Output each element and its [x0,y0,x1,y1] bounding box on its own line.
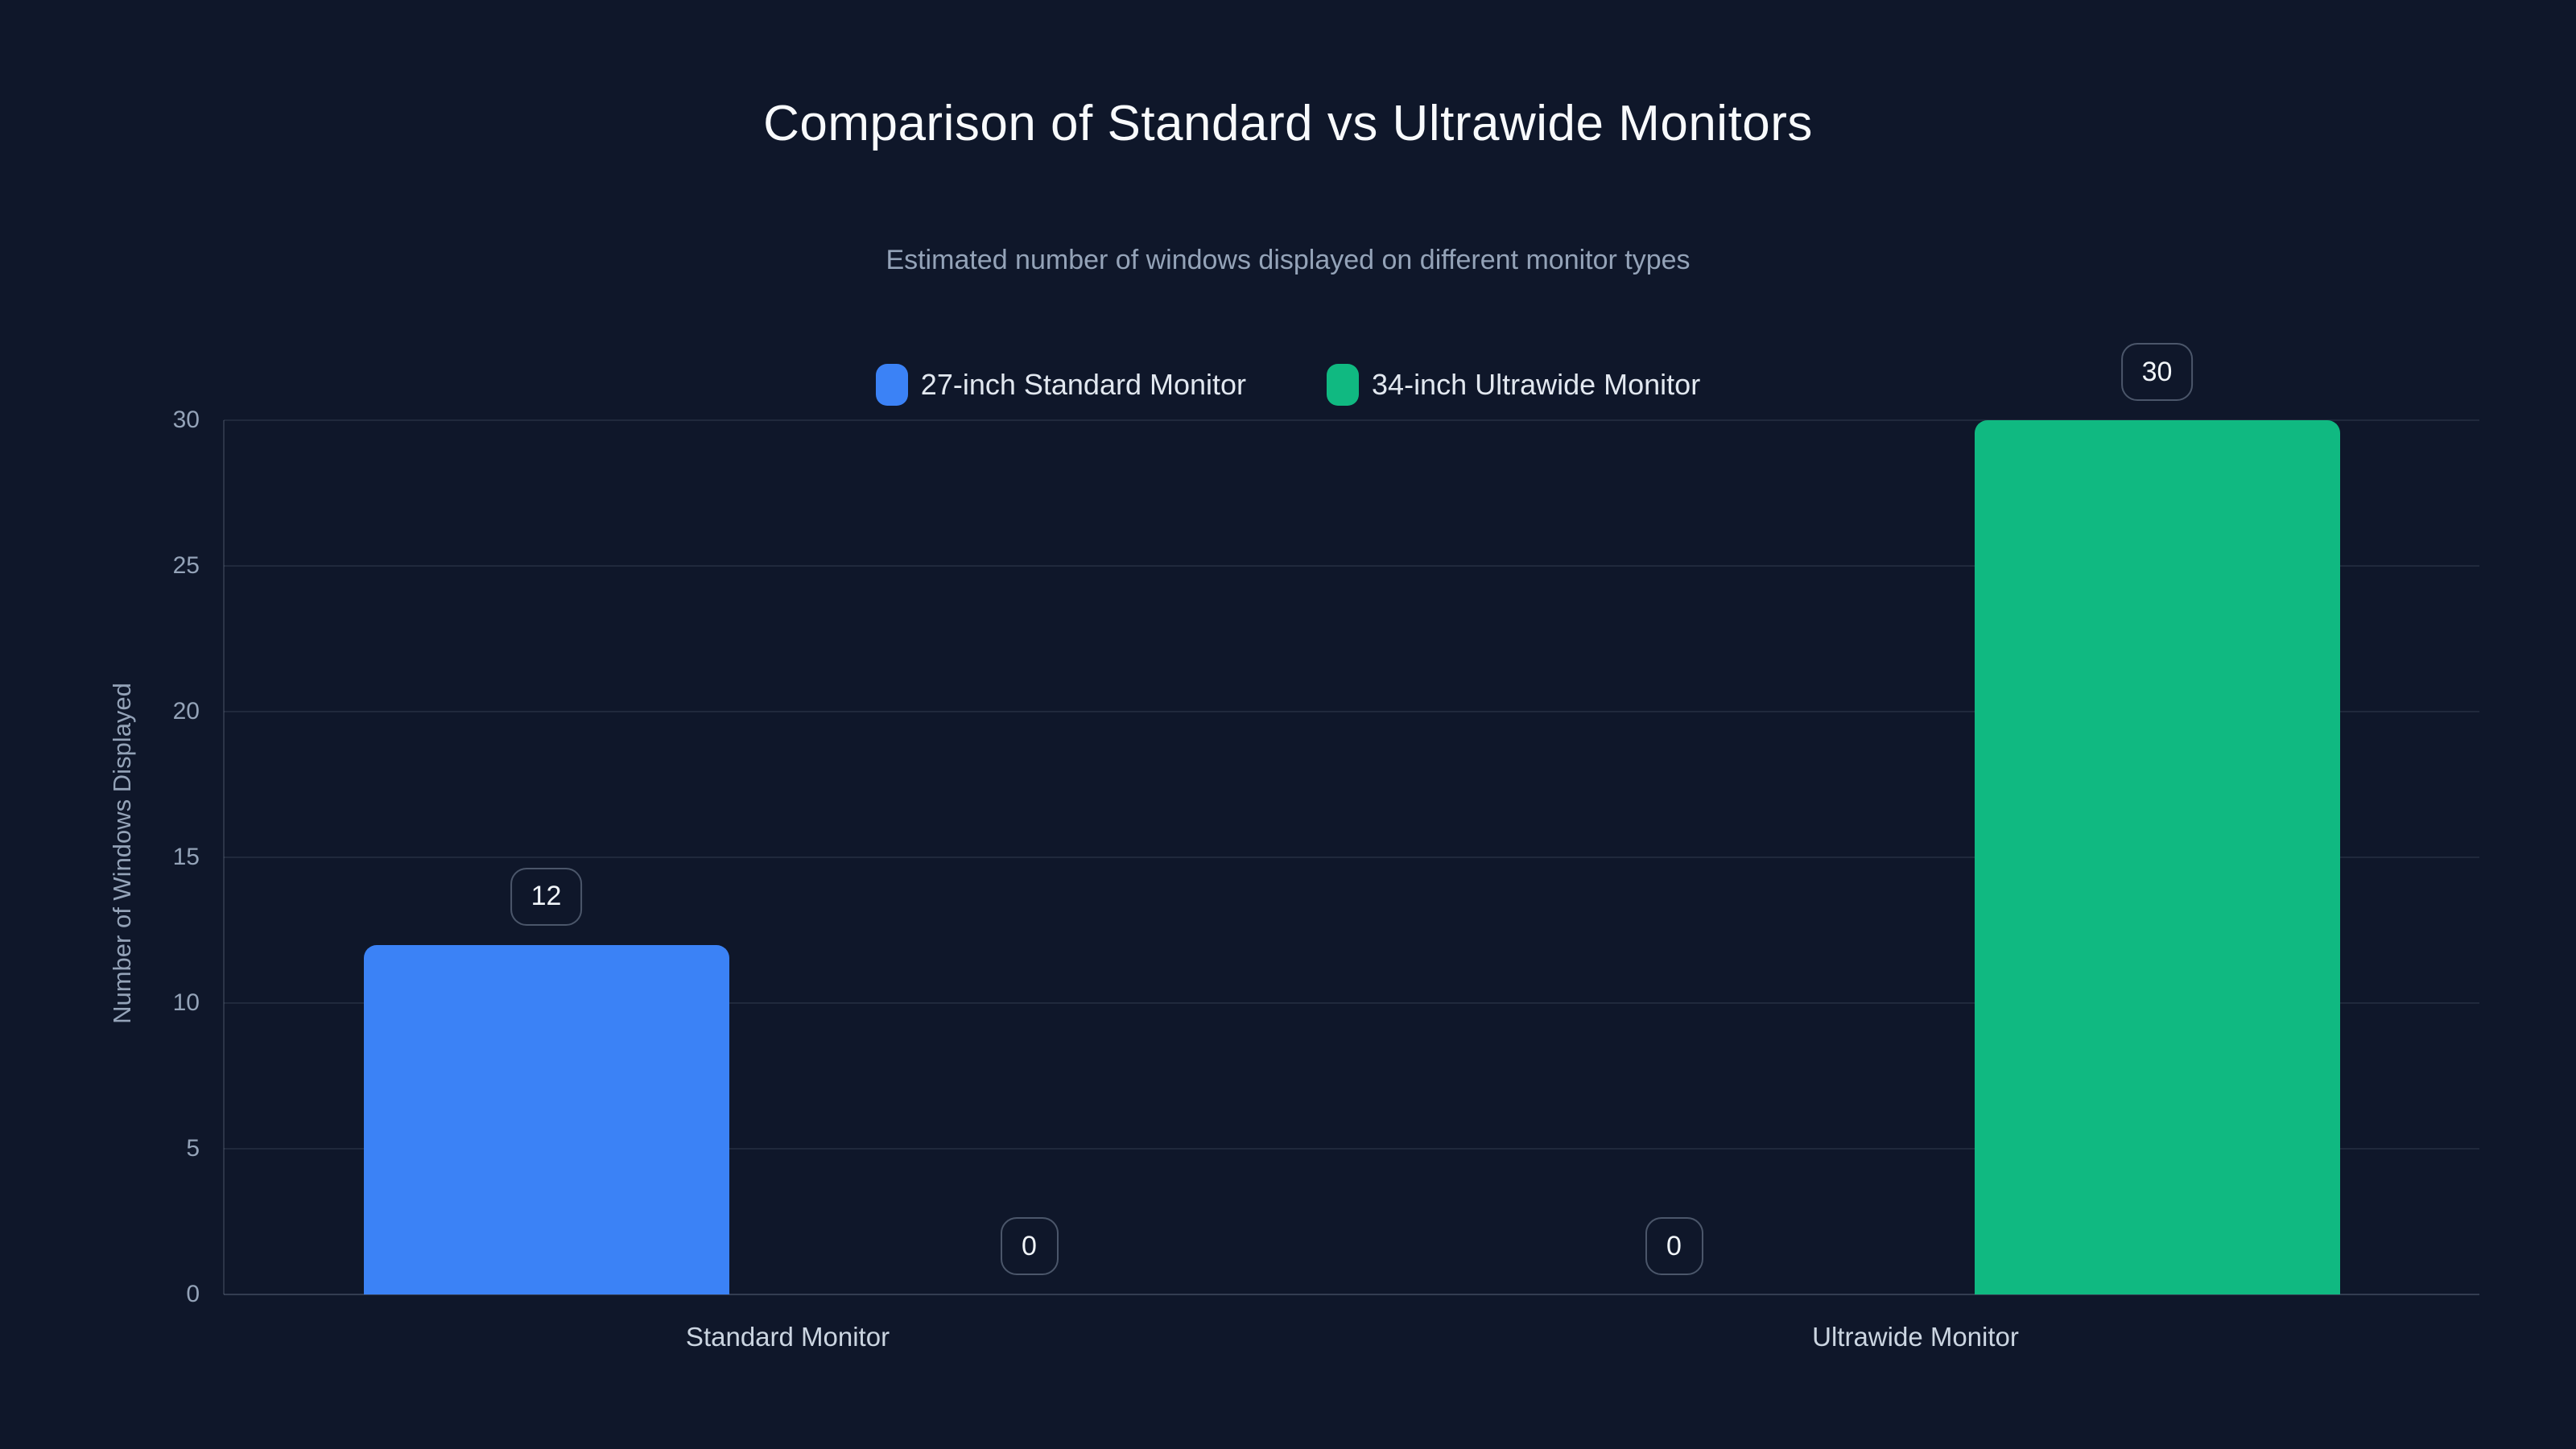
value-label-ultrawide-monitor-34-inch-ultrawide-monitor: 30 [2120,343,2194,401]
legend-label: 34-inch Ultrawide Monitor [1372,368,1701,401]
gridline-y-10 [224,1002,2479,1004]
gridline-y-20 [224,711,2479,712]
gridline-y-5 [224,1148,2479,1150]
legend: 27-inch Standard Monitor 34-inch Ultrawid… [0,364,2576,406]
y-tick-label-25: 25 [172,552,200,579]
gridline-y-30 [224,419,2479,421]
y-tick-label-20: 20 [172,698,200,724]
x-axis-label-ultrawide-monitor: Ultrawide Monitor [1812,1322,2019,1352]
x-axis-label-standard-monitor: Standard Monitor [685,1322,890,1352]
legend-swatch-icon [1327,364,1360,406]
y-tick-label-0: 0 [186,1281,200,1307]
y-axis-line [223,420,225,1294]
y-tick-label-30: 30 [172,407,200,433]
value-label-standard-monitor-27-inch-standard-monitor: 12 [510,867,583,926]
legend-item-34-inch-ultrawide-monitor[interactable]: 34-inch Ultrawide Monitor [1327,364,1700,406]
value-label-standard-monitor-34-inch-ultrawide-monitor: 0 [1000,1217,1059,1275]
chart-subtitle: Estimated number of windows displayed on… [886,245,1690,275]
y-tick-label-15: 15 [172,844,200,870]
value-label-ultrawide-monitor-27-inch-standard-monitor: 0 [1645,1217,1703,1275]
legend-label: 27-inch Standard Monitor [920,368,1247,401]
bar-standard-monitor-27-inch-standard-monitor[interactable] [363,944,729,1294]
legend-swatch-icon [875,364,908,406]
y-tick-label-5: 5 [186,1135,200,1162]
bar-ultrawide-monitor-34-inch-ultrawide-monitor[interactable] [1974,420,2340,1294]
x-axis-line [224,1294,2479,1295]
gridline-y-25 [224,565,2479,567]
gridline-y-15 [224,857,2479,858]
y-tick-label-10: 10 [172,989,200,1016]
chart-title: Comparison of Standard vs Ultrawide Moni… [763,96,1813,151]
legend-item-27-inch-standard-monitor[interactable]: 27-inch Standard Monitor [875,364,1247,406]
